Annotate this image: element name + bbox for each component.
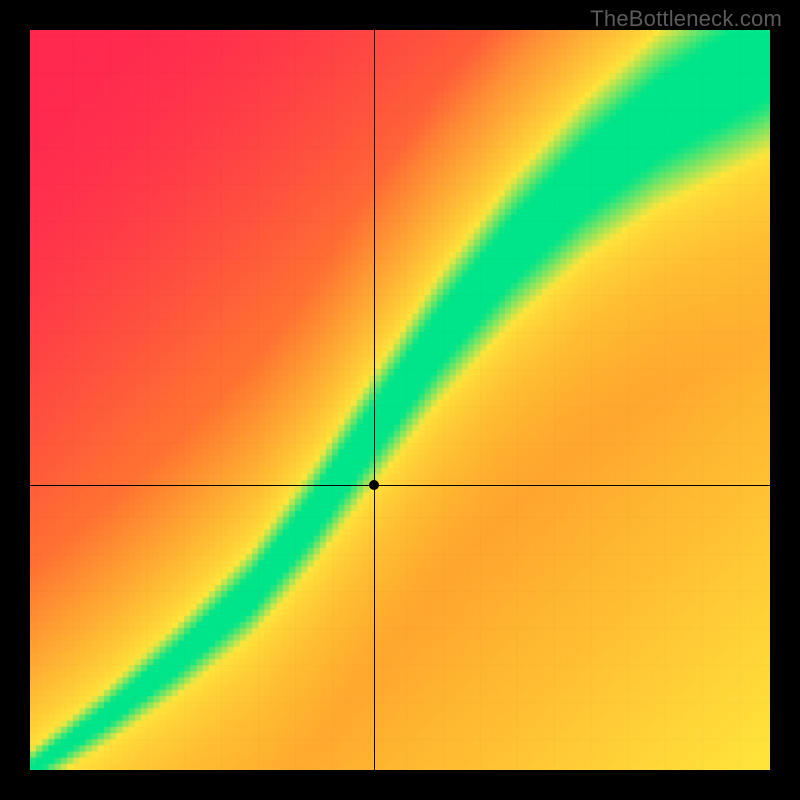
heatmap-plot <box>30 30 770 770</box>
crosshair-horizontal <box>30 485 770 486</box>
watermark-label: TheBottleneck.com <box>590 6 782 32</box>
crosshair-marker <box>369 480 379 490</box>
heatmap-canvas <box>30 30 770 770</box>
crosshair-vertical <box>374 30 375 770</box>
chart-container: TheBottleneck.com <box>0 0 800 800</box>
